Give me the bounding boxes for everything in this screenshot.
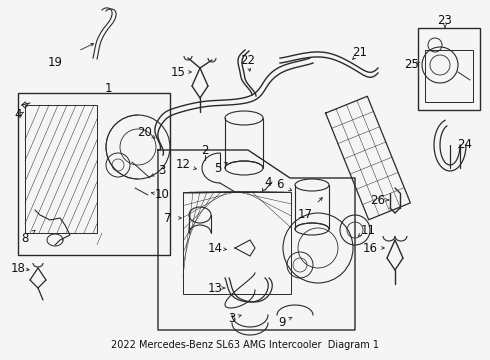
Text: 19: 19 (48, 55, 63, 68)
Bar (183, 192, 291, 294)
Bar (425, 50, 473, 102)
Text: 4: 4 (14, 108, 22, 122)
Text: 8: 8 (21, 231, 29, 244)
Text: 6: 6 (276, 179, 284, 192)
Text: 2: 2 (201, 144, 209, 157)
Text: 17: 17 (297, 208, 313, 221)
Text: 9: 9 (278, 315, 286, 328)
Text: 12: 12 (175, 158, 191, 171)
Bar (25, 105, 97, 233)
Text: 2022 Mercedes-Benz SL63 AMG Intercooler  Diagram 1: 2022 Mercedes-Benz SL63 AMG Intercooler … (111, 340, 379, 350)
Bar (18, 93, 170, 255)
Text: 3: 3 (158, 163, 166, 176)
Text: 20: 20 (138, 126, 152, 139)
Text: 18: 18 (11, 261, 25, 274)
Text: 4: 4 (264, 175, 272, 189)
Bar (418, 28, 480, 110)
Text: 3: 3 (228, 311, 236, 324)
Text: 11: 11 (361, 224, 375, 237)
Text: 10: 10 (154, 189, 170, 202)
Text: 15: 15 (171, 66, 185, 78)
Text: 23: 23 (438, 13, 452, 27)
Text: 7: 7 (164, 211, 172, 225)
Text: 1: 1 (104, 81, 112, 94)
Text: 25: 25 (405, 58, 419, 72)
Text: 5: 5 (214, 162, 221, 175)
Text: 21: 21 (352, 45, 368, 58)
Text: 22: 22 (241, 54, 255, 67)
Text: 14: 14 (207, 242, 222, 255)
Text: 13: 13 (208, 282, 222, 294)
Text: 16: 16 (363, 242, 377, 255)
Text: 26: 26 (370, 194, 386, 207)
Text: 24: 24 (458, 139, 472, 152)
